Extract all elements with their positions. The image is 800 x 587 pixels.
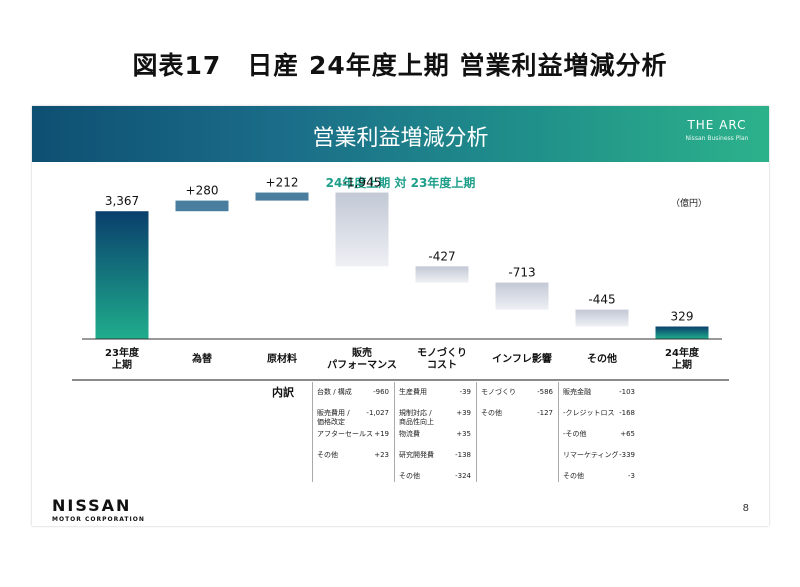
breakdown-item-value: -39 [459, 388, 471, 396]
waterfall-chart: 3,36723年度上期+280為替+212原材料-1,945販売パフォーマンス-… [72, 176, 729, 381]
breakdown-item-name: その他 [399, 472, 420, 480]
breakdown-item-name: リマーケティング [563, 451, 619, 459]
breakdown-heading: 内訳 [272, 386, 294, 399]
bar-1 [175, 200, 229, 212]
the-arc-logo: THE ARC Nissan Business Plan [685, 118, 749, 150]
breakdown-item-value: -339 [619, 451, 635, 459]
category-label-7: 上期 [672, 358, 692, 371]
category-label-2: 原材料 [267, 352, 297, 365]
breakdown-item-value: -127 [537, 409, 553, 417]
breakdown-item-value: +65 [620, 430, 635, 438]
breakdown-item-name: 販売金融 [563, 388, 591, 396]
value-label-6: -445 [588, 293, 615, 307]
breakdown-item-value: +19 [374, 430, 389, 438]
breakdown-item-name: 台数 / 構成 [317, 388, 352, 396]
slide-header: 営業利益増減分析 THE ARC Nissan Business Plan [32, 106, 769, 162]
breakdown-item-name: その他 [317, 451, 338, 459]
category-label-5: インフレ影響 [492, 352, 552, 365]
category-label-3: パフォーマンス [327, 359, 397, 371]
breakdown-column-0: 台数 / 構成 -960 販売費用 / 価格改定 -1,027 アフターセールス +19 そ… [312, 382, 395, 482]
breakdown-item-name: アフターセールス [317, 430, 373, 438]
breakdown-item-value: +39 [456, 409, 471, 417]
company-name: NISSAN [52, 496, 132, 515]
breakdown-item-name: 生産費用 [399, 388, 427, 396]
breakdown-item-value: -960 [373, 388, 389, 396]
value-label-4: -427 [428, 249, 455, 263]
value-label-2: +212 [266, 176, 299, 190]
presentation-slide: 営業利益増減分析 THE ARC Nissan Business Plan 24… [32, 106, 769, 526]
value-label-0: 3,367 [105, 194, 139, 208]
breakdown-item-value: -103 [619, 388, 635, 396]
breakdown-item-name: -クレジットロス [563, 409, 615, 417]
company-subtitle: MOTOR CORPORATION [52, 516, 145, 523]
value-label-7: 329 [671, 310, 694, 324]
breakdown-item-name: 販売費用 / 価格改定 [317, 409, 350, 426]
breakdown-column-2: モノづくり -586 その他 -127 [476, 382, 559, 482]
breakdown-item-value: -138 [455, 451, 471, 459]
bar-6 [575, 309, 629, 327]
breakdown-item-name: その他 [563, 472, 584, 480]
value-label-1: +280 [186, 184, 219, 198]
bar-0 [95, 211, 149, 339]
company-logo: NISSAN MOTOR CORPORATION [52, 496, 145, 523]
unit-label: （億円） [670, 199, 707, 209]
breakdown-column-3: 販売金融 -103 -クレジットロス -168 -その他 +65 リマーケティング -339 そ… [558, 382, 641, 482]
breakdown-item-value: +23 [374, 451, 389, 459]
breakdown-item-value: +35 [456, 430, 471, 438]
bar-2 [255, 192, 309, 201]
breakdown-item-name: 規制対応 / 商品性向上 [399, 409, 434, 426]
bar-4 [415, 266, 469, 283]
category-label-0: 23年度 [105, 346, 140, 359]
breakdown-item-name: -その他 [563, 430, 587, 438]
bar-5 [495, 282, 549, 310]
breakdown-item-name: モノづくり [481, 388, 516, 396]
category-label-7: 24年度 [665, 346, 700, 359]
slide-title: 営業利益増減分析 [312, 126, 489, 151]
chart-subtitle: 24年度上期 対 23年度上期 [325, 176, 476, 190]
category-label-6: その他 [587, 352, 617, 365]
breakdown-item-value: -1,027 [366, 409, 389, 417]
breakdown-item-name: その他 [481, 409, 502, 417]
logo-subtext: Nissan Business Plan [685, 135, 749, 142]
page-number: 8 [742, 503, 749, 514]
breakdown-column-1: 生産費用 -39 規制対応 / 商品性向上 +39 物流費 +35 研究開発費 -138 その他… [394, 382, 477, 482]
breakdown-item-value: -586 [537, 388, 553, 396]
breakdown-item-name: 研究開発費 [399, 451, 434, 459]
value-label-5: -713 [508, 266, 535, 280]
breakdown-item-name: 物流費 [399, 430, 420, 438]
breakdown-item-value: -3 [628, 472, 635, 480]
figure-title: 図表17 日産 24年度上期 営業利益増減分析 [132, 51, 668, 80]
category-label-1: 為替 [191, 352, 213, 365]
breakdown-item-value: -324 [455, 472, 471, 480]
breakdown-item-value: -168 [619, 409, 635, 417]
bar-7 [655, 326, 709, 339]
logo-text: THE ARC [687, 118, 747, 132]
category-label-4: コスト [427, 359, 457, 371]
category-label-3: 販売 [352, 346, 372, 359]
breakdown-table: 内訳 台数 / 構成 -960 販売費用 / 価格改定 -1,027 アフターセールス +… [32, 382, 769, 482]
category-label-0: 上期 [112, 358, 132, 371]
bar-3 [335, 192, 389, 267]
category-label-4: モノづくり [417, 346, 467, 359]
value-label-3: -1,945 [343, 176, 382, 190]
